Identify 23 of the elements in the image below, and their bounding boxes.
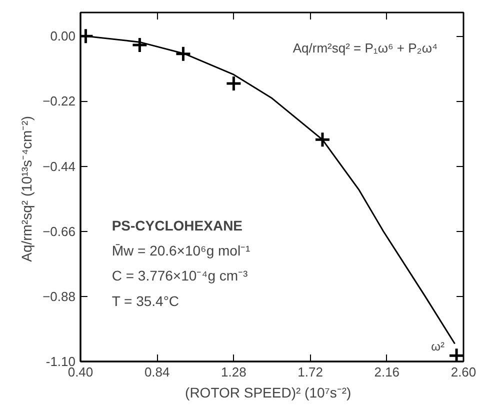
annotation: Aq/rm²sq² = P₁ω⁶ + P₂ω⁴ — [292, 40, 438, 56]
annotation: PS-CYCLOHEXANE — [112, 217, 243, 234]
x-axis-title: (ROTOR SPEED)² (10⁷s⁻²) — [185, 384, 352, 400]
x-tick-label: 1.28 — [221, 364, 246, 380]
point — [448, 347, 464, 362]
point — [314, 131, 331, 148]
annotation: ω² — [431, 340, 445, 354]
point — [131, 36, 148, 54]
x-tick-label: 2.60 — [450, 364, 476, 380]
annotation: T = 35.4°C — [112, 292, 180, 309]
x-tick-label: 1.72 — [298, 364, 323, 380]
y-axis-title: Aq/rm²sq² (10¹³s⁻⁴cm⁻²) — [18, 116, 35, 262]
y-tick-label: 0.00 — [50, 28, 76, 44]
point — [225, 75, 242, 92]
x-tick-label: 2.16 — [374, 364, 400, 380]
y-tick-label: −0.22 — [42, 94, 76, 109]
y-tick-label: −0.44 — [42, 158, 76, 174]
x-tick-label: 0.84 — [144, 364, 170, 380]
annotation: C = 3.776×10⁻⁴g cm⁻³ — [112, 268, 248, 284]
point — [174, 46, 192, 62]
y-tick-label: −0.66 — [42, 224, 76, 239]
y-tick-label: −0.88 — [42, 288, 76, 304]
annotation: M̄w = 20.6×10⁶g mol⁻¹ — [112, 242, 251, 259]
